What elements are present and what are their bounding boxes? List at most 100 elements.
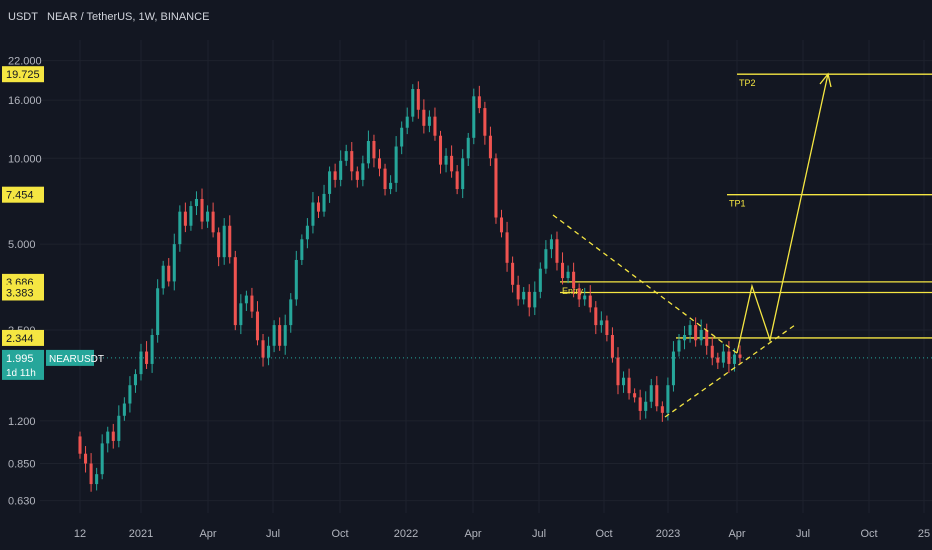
- candle: [505, 221, 509, 272]
- candle-body: [189, 206, 193, 226]
- candle: [572, 262, 576, 298]
- candle-body: [627, 377, 631, 394]
- candle: [172, 233, 176, 291]
- candle-body: [616, 357, 620, 386]
- candle-body: [444, 155, 448, 165]
- candle: [117, 405, 121, 448]
- candle: [95, 467, 99, 491]
- candle-body: [200, 198, 204, 222]
- candle: [300, 234, 304, 266]
- candle-body: [366, 141, 370, 164]
- candle-body: [527, 291, 531, 308]
- last-price-badge: 1.995 1d 11h: [2, 349, 44, 380]
- candle: [122, 397, 126, 421]
- candle: [599, 311, 603, 333]
- candle-body: [660, 406, 664, 413]
- candles: [78, 81, 742, 492]
- candle-body: [638, 397, 642, 411]
- chart-title: NEAR / TetherUS, 1W, BINANCE: [47, 11, 209, 23]
- candle-body: [560, 262, 565, 279]
- trendline-drawings: [552, 72, 832, 418]
- candle: [483, 101, 487, 145]
- price-badge: 7.454: [2, 186, 44, 203]
- candle: [494, 153, 498, 224]
- candle-body: [533, 291, 537, 308]
- candle-body: [555, 239, 559, 263]
- candle: [339, 150, 343, 187]
- candle: [167, 258, 171, 287]
- candle-body: [217, 232, 221, 258]
- candle-body: [89, 463, 93, 485]
- candle-body: [644, 401, 648, 411]
- candle: [222, 218, 226, 265]
- x-tick-label: Jul: [266, 528, 280, 540]
- candle: [189, 201, 193, 231]
- candle: [427, 110, 431, 133]
- candle: [416, 81, 420, 119]
- candle-body: [649, 385, 653, 402]
- candle-body: [350, 151, 354, 172]
- candle-body: [305, 225, 309, 240]
- candle-body: [599, 320, 603, 326]
- candle: [394, 136, 398, 192]
- candle: [660, 401, 664, 422]
- candle-body: [727, 351, 731, 364]
- badge-bg: [2, 349, 44, 380]
- x-tick-label: Jul: [532, 528, 546, 540]
- candle-body: [84, 453, 88, 464]
- candle-body: [78, 436, 82, 454]
- candle-body: [267, 345, 271, 358]
- candle: [178, 205, 182, 252]
- candle: [294, 250, 298, 306]
- candle-body: [194, 198, 198, 207]
- candle-body: [450, 155, 454, 172]
- candle: [461, 149, 465, 199]
- candle-body: [389, 182, 393, 190]
- candle: [233, 250, 237, 331]
- candle: [677, 333, 681, 357]
- candle-body: [705, 329, 709, 346]
- candle: [344, 144, 348, 166]
- candle: [389, 175, 393, 195]
- x-tick-label: 2023: [656, 528, 680, 540]
- candle: [566, 265, 570, 284]
- candle-body: [133, 374, 137, 386]
- candle: [217, 227, 221, 267]
- candle-body: [117, 415, 121, 441]
- candle-body: [206, 211, 210, 222]
- candle: [361, 155, 365, 187]
- candle: [328, 166, 332, 203]
- candle: [705, 323, 709, 355]
- candle-body: [106, 431, 110, 444]
- candle: [161, 260, 165, 295]
- price-badge: 19.725: [2, 66, 44, 83]
- x-axis: 12 2021 Apr Jul Oct 2022 Apr Jul Oct 2023 Apr Jul Oc…: [74, 528, 930, 540]
- candle: [350, 142, 354, 181]
- candle: [638, 389, 642, 420]
- candle: [250, 287, 254, 318]
- candle-body: [499, 217, 504, 233]
- candle-body: [466, 137, 470, 159]
- badge-bg: [2, 284, 44, 301]
- candle: [511, 256, 515, 293]
- candle: [355, 166, 359, 188]
- candle: [255, 301, 260, 346]
- candle-body: [239, 303, 243, 326]
- candle: [372, 134, 376, 168]
- candle-body: [699, 329, 703, 341]
- candle-body: [610, 335, 614, 358]
- x-tick-label: Oct: [860, 528, 877, 540]
- candle-body: [472, 96, 476, 138]
- candle-body: [549, 239, 553, 250]
- y-tick-label: 10.000: [8, 153, 42, 165]
- candle-body: [538, 268, 542, 292]
- candle: [577, 283, 581, 308]
- candle-body: [438, 135, 443, 165]
- y-tick-label: 0.630: [8, 496, 36, 508]
- x-tick-label: 12: [74, 528, 86, 540]
- candle: [522, 287, 526, 305]
- candle: [183, 202, 187, 233]
- candle: [316, 196, 321, 218]
